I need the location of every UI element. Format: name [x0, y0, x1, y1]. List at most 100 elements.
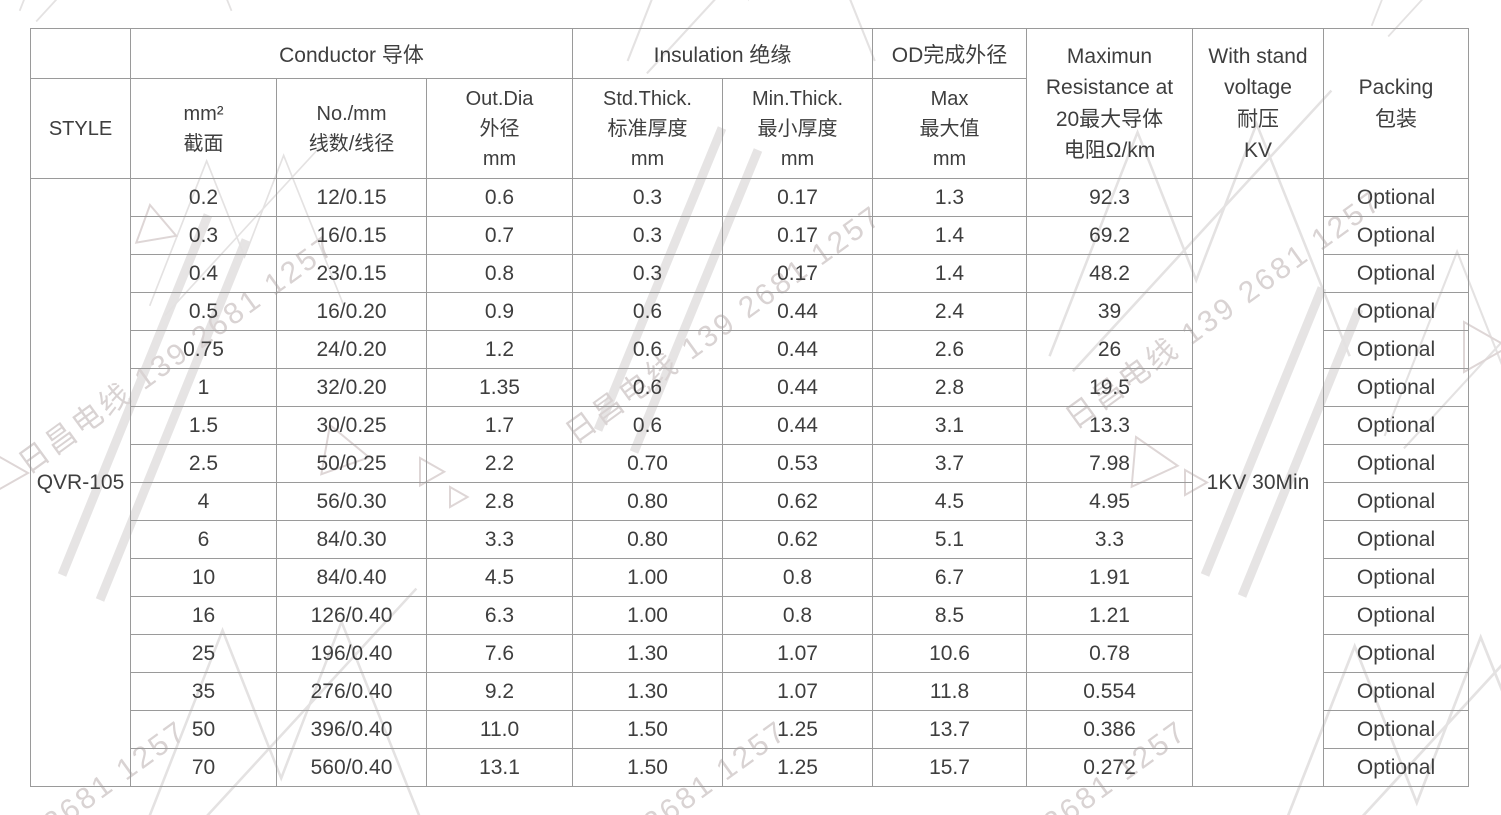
- od-group-header: OD完成外径: [872, 28, 1028, 79]
- std_thick-cell: 0.3: [572, 178, 723, 217]
- std_thick-cell: 0.6: [572, 292, 723, 331]
- style-cell: QVR-105: [30, 178, 131, 787]
- strands-cell: 84/0.40: [276, 558, 427, 597]
- area-cell: 1: [130, 368, 277, 407]
- resistance-cell: 3.3: [1026, 520, 1194, 559]
- area-cell: 0.2: [130, 178, 277, 217]
- out_dia-cell: 4.5: [426, 558, 573, 597]
- resistance-cell: 7.98: [1026, 444, 1194, 483]
- table-row: 10 84/0.40 4.5 1.00 0.8 6.7 1.91 Optional: [31, 558, 1470, 597]
- out_dia-cell: 0.8: [426, 254, 573, 293]
- conductor-group-header: Conductor 导体: [130, 28, 573, 79]
- max-cell: 15.7: [872, 748, 1028, 787]
- std_thick-cell: 0.3: [572, 254, 723, 293]
- strands-cell: 276/0.40: [276, 672, 427, 711]
- max-cell: 1.4: [872, 254, 1028, 293]
- resistance-cell: 1.21: [1026, 596, 1194, 635]
- strands-cell: 126/0.40: [276, 596, 427, 635]
- packing-cell: Optional: [1323, 444, 1470, 483]
- out_dia-cell: 3.3: [426, 520, 573, 559]
- strands-cell: 396/0.40: [276, 710, 427, 749]
- resistance-cell: 39: [1026, 292, 1194, 331]
- packing-cell: Optional: [1323, 748, 1470, 787]
- area-cell: 2.5: [130, 444, 277, 483]
- min_thick-cell: 0.17: [721, 178, 874, 217]
- area-cell: 16: [130, 596, 277, 635]
- min-thick-header: Min.Thick. 最小厚度 mm: [721, 78, 874, 179]
- max-cell: 1.4: [872, 216, 1028, 255]
- area-cell: 70: [130, 748, 277, 787]
- std_thick-cell: 0.6: [572, 368, 723, 407]
- packing-cell: Optional: [1323, 710, 1470, 749]
- header-group-row: Conductor 导体 Insulation 绝缘 OD完成外径 Maximu…: [30, 28, 1470, 179]
- max-cell: 2.8: [872, 368, 1028, 407]
- max-cell: 4.5: [872, 482, 1028, 521]
- resistance-cell: 69.2: [1026, 216, 1194, 255]
- max-cell: 1.3: [872, 178, 1028, 217]
- strands-cell: 32/0.20: [276, 368, 427, 407]
- min_thick-cell: 1.07: [721, 672, 874, 711]
- out_dia-cell: 1.2: [426, 330, 573, 369]
- min_thick-cell: 1.25: [721, 748, 874, 787]
- strands-cell: 12/0.15: [276, 178, 427, 217]
- out_dia-cell: 2.2: [426, 444, 573, 483]
- min_thick-cell: 0.17: [721, 254, 874, 293]
- area-cell: 0.3: [130, 216, 277, 255]
- std_thick-cell: 0.6: [572, 330, 723, 369]
- packing-cell: Optional: [1323, 634, 1470, 673]
- withstand-cell: 1KV 30Min: [1192, 178, 1325, 787]
- packing-cell: Optional: [1323, 596, 1470, 635]
- strands-cell: 30/0.25: [276, 406, 427, 445]
- std_thick-cell: 1.30: [572, 672, 723, 711]
- strands-cell: 560/0.40: [276, 748, 427, 787]
- packing-cell: Optional: [1323, 254, 1470, 293]
- packing-cell: Optional: [1323, 216, 1470, 255]
- insulation-group-header: Insulation 绝缘: [571, 28, 874, 79]
- out_dia-cell: 2.8: [426, 482, 573, 521]
- packing-cell: Optional: [1323, 672, 1470, 711]
- resistance-cell: 1.91: [1026, 558, 1194, 597]
- resistance-cell: 92.3: [1026, 178, 1194, 217]
- spec-table-body: QVR-105 0.2 12/0.15 0.6 0.3 0.17 1.3 92.3 1KV 30…: [30, 178, 1470, 787]
- max-cell: 2.6: [872, 330, 1028, 369]
- area-cell: 10: [130, 558, 277, 597]
- std_thick-cell: 1.00: [572, 596, 723, 635]
- area-cell: 4: [130, 482, 277, 521]
- std_thick-cell: 0.80: [572, 482, 723, 521]
- out_dia-cell: 7.6: [426, 634, 573, 673]
- out_dia-cell: 0.7: [426, 216, 573, 255]
- withstand-header: With stand voltage 耐压 KV: [1192, 28, 1325, 179]
- spec-table: Conductor 导体 Insulation 绝缘 OD完成外径 Maximu…: [30, 28, 1470, 787]
- strands-cell: 16/0.15: [276, 216, 427, 255]
- max-cell: 5.1: [872, 520, 1028, 559]
- strands-cell: 196/0.40: [276, 634, 427, 673]
- resistance-cell: 26: [1026, 330, 1194, 369]
- min_thick-cell: 0.44: [721, 406, 874, 445]
- resistance-cell: 48.2: [1026, 254, 1194, 293]
- std_thick-cell: 1.30: [572, 634, 723, 673]
- min_thick-cell: 0.62: [721, 482, 874, 521]
- spec-table-container: Conductor 导体 Insulation 绝缘 OD完成外径 Maximu…: [30, 28, 1470, 787]
- min_thick-cell: 1.25: [721, 710, 874, 749]
- area-cell: 50: [130, 710, 277, 749]
- area-cell: 25: [130, 634, 277, 673]
- max-cell: 8.5: [872, 596, 1028, 635]
- min_thick-cell: 0.62: [721, 520, 874, 559]
- min_thick-cell: 0.8: [721, 558, 874, 597]
- out_dia-cell: 9.2: [426, 672, 573, 711]
- out_dia-cell: 0.9: [426, 292, 573, 331]
- out_dia-cell: 11.0: [426, 710, 573, 749]
- min_thick-cell: 0.44: [721, 292, 874, 331]
- resistance-cell: 0.554: [1026, 672, 1194, 711]
- resistance-cell: 0.272: [1026, 748, 1194, 787]
- packing-cell: Optional: [1323, 406, 1470, 445]
- out_dia-cell: 13.1: [426, 748, 573, 787]
- resistance-header: Maximun Resistance at 20最大导体 电阻Ω/km: [1026, 28, 1194, 179]
- area-header: mm² 截面: [130, 78, 277, 179]
- resistance-cell: 19.5: [1026, 368, 1194, 407]
- max-cell: 3.7: [872, 444, 1028, 483]
- min_thick-cell: 0.44: [721, 330, 874, 369]
- spec-table-head: Conductor 导体 Insulation 绝缘 OD完成外径 Maximu…: [30, 28, 1470, 179]
- packing-cell: Optional: [1323, 292, 1470, 331]
